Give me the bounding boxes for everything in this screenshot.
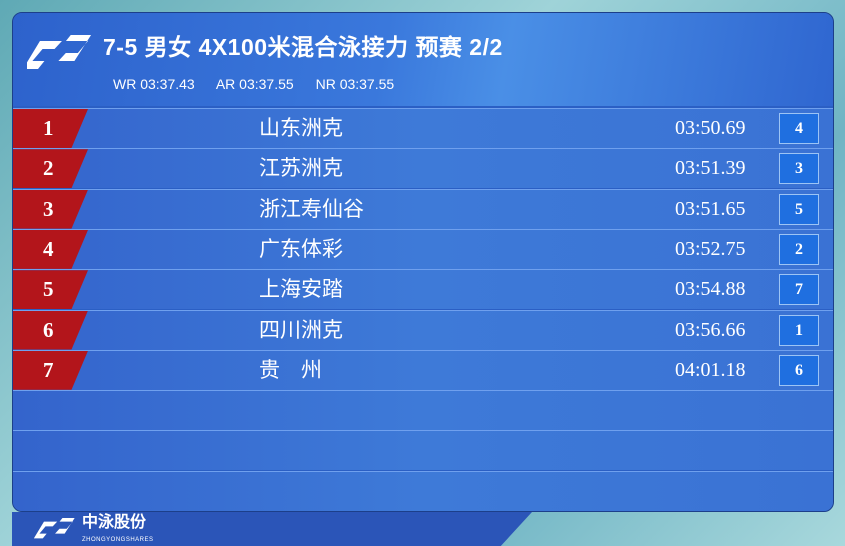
team-name: 上海安踏 <box>259 278 343 302</box>
result-row: 3 浙江寿仙谷 03:51.65 5 <box>13 188 833 229</box>
asian-record: AR 03:37.55 <box>215 76 294 92</box>
lane-number: 4 <box>779 113 819 144</box>
lane-number: 7 <box>779 274 819 306</box>
result-row: 5 上海安踏 03:54.88 7 <box>13 269 833 310</box>
team-name: 山东洲克 <box>259 117 343 140</box>
rank: 5 <box>13 270 88 310</box>
lane-number: 2 <box>779 233 819 265</box>
finish-time: 03:56.66 <box>675 318 746 341</box>
rank: 2 <box>13 149 88 189</box>
board-header: 7-5 男女 4X100米混合泳接力 预赛 2/2 WR 03:37.43 AR… <box>13 13 833 106</box>
finish-time: 04:01.18 <box>675 358 746 381</box>
finish-time: 03:51.65 <box>675 197 746 220</box>
lane-number: 5 <box>779 193 819 225</box>
national-record: NR 03:37.55 <box>315 76 395 92</box>
result-row: 7 贵 州 04:01.18 6 <box>13 349 833 390</box>
result-row: 6 四川洲克 03:56.66 1 <box>13 309 833 350</box>
result-row: 1 山东洲克 03:50.69 4 <box>13 108 833 148</box>
team-name: 广东体彩 <box>259 237 343 261</box>
empty-row <box>13 470 833 511</box>
empty-row <box>13 390 833 431</box>
team-name: 四川洲克 <box>259 318 343 342</box>
lane-number: 3 <box>779 153 819 185</box>
brand-logo-icon <box>27 35 93 69</box>
rank: 7 <box>13 350 88 390</box>
brand-name: 中泳股份 <box>82 514 147 531</box>
event-title: 7-5 男女 4X100米混合泳接力 预赛 2/2 <box>103 34 503 60</box>
finish-time: 03:50.69 <box>675 117 746 139</box>
team-name: 贵 州 <box>259 358 322 382</box>
lane-number: 1 <box>779 314 819 346</box>
team-name: 江苏洲克 <box>259 157 343 181</box>
rank: 1 <box>13 109 88 148</box>
records: WR 03:37.43 AR 03:37.55 NR 03:37.55 <box>113 75 412 93</box>
results-board: 7-5 男女 4X100米混合泳接力 预赛 2/2 WR 03:37.43 AR… <box>12 12 834 512</box>
finish-time: 03:54.88 <box>675 278 746 301</box>
finish-time: 03:51.39 <box>675 157 746 180</box>
result-row: 2 江苏洲克 03:51.39 3 <box>13 148 833 189</box>
footer-brand: 中泳股份 ZHONGYONGSHARES <box>12 512 532 546</box>
brand-subtitle: ZHONGYONGSHARES <box>82 537 154 543</box>
empty-row <box>13 430 833 471</box>
result-row: 4 广东体彩 03:52.75 2 <box>13 228 833 269</box>
rank: 3 <box>13 189 88 229</box>
rank: 4 <box>13 229 88 269</box>
world-record: WR 03:37.43 <box>113 76 195 92</box>
lane-number: 6 <box>779 354 819 386</box>
team-name: 浙江寿仙谷 <box>259 197 364 221</box>
rank: 6 <box>13 310 88 350</box>
finish-time: 03:52.75 <box>675 237 746 260</box>
brand-logo-icon <box>34 518 76 539</box>
